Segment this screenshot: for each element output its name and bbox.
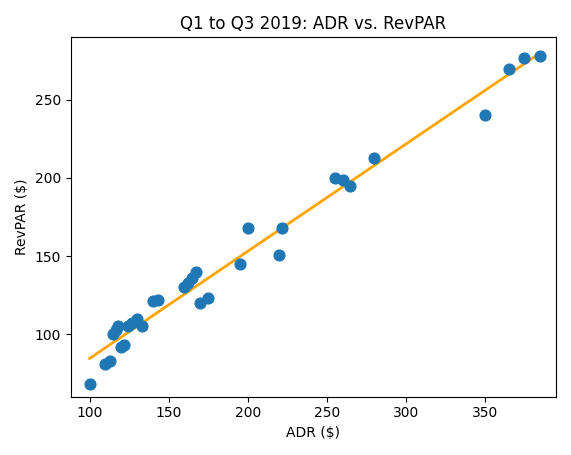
Point — [188, 274, 197, 282]
Point — [123, 323, 132, 330]
Point — [520, 54, 529, 61]
Point — [191, 268, 200, 275]
Point — [369, 154, 379, 161]
Point — [204, 295, 213, 302]
Point — [112, 326, 121, 333]
Point — [85, 380, 94, 388]
Point — [132, 315, 142, 322]
Point — [116, 343, 126, 350]
Point — [235, 260, 244, 268]
Title: Q1 to Q3 2019: ADR vs. RevPAR: Q1 to Q3 2019: ADR vs. RevPAR — [180, 15, 447, 33]
Point — [536, 52, 545, 60]
Point — [114, 323, 123, 330]
Point — [504, 65, 513, 72]
X-axis label: ADR ($): ADR ($) — [286, 426, 340, 440]
Point — [196, 299, 205, 307]
Point — [120, 342, 129, 349]
Point — [183, 279, 192, 286]
Point — [275, 251, 284, 258]
Point — [278, 224, 287, 232]
Point — [101, 360, 110, 368]
Point — [106, 357, 115, 364]
Point — [128, 320, 137, 327]
Y-axis label: RevPAR ($): RevPAR ($) — [15, 179, 29, 255]
Point — [480, 112, 489, 119]
Point — [148, 298, 158, 305]
Point — [243, 224, 252, 232]
Point — [137, 323, 146, 330]
Point — [153, 296, 162, 303]
Point — [108, 331, 118, 338]
Point — [346, 182, 355, 189]
Point — [330, 174, 339, 182]
Point — [338, 176, 347, 183]
Point — [180, 284, 189, 291]
